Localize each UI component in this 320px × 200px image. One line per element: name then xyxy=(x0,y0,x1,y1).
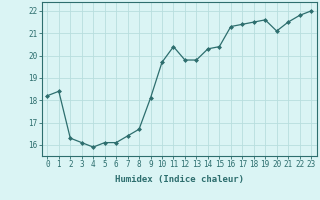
X-axis label: Humidex (Indice chaleur): Humidex (Indice chaleur) xyxy=(115,175,244,184)
